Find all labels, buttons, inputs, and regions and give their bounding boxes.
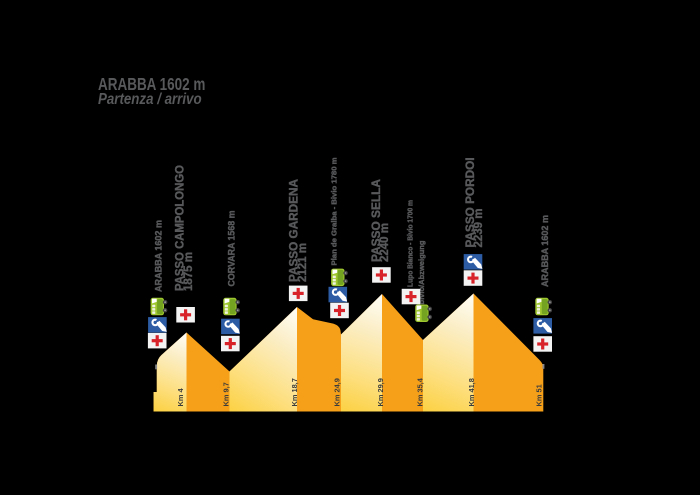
svg-text:1875 m: 1875 m	[183, 252, 195, 291]
svg-text:Plan de Gralba - Bivio 1780 m: Plan de Gralba - Bivio 1780 m	[332, 158, 339, 266]
svg-text:Km 18,7: Km 18,7	[290, 378, 299, 406]
svg-text:Km 41,8: Km 41,8	[467, 378, 476, 406]
svg-text:Km 29,9: Km 29,9	[376, 378, 385, 406]
svg-text:2121 m: 2121 m	[297, 243, 309, 282]
svg-text:Lupo Bianco - Bivio 1700 m: Lupo Bianco - Bivio 1700 m	[408, 200, 415, 287]
svg-text:Km 51: Km 51	[535, 384, 544, 406]
svg-text:Km 9,7: Km 9,7	[222, 382, 231, 406]
svg-text:PASSO CAMPOLONGO: PASSO CAMPOLONGO	[175, 165, 187, 291]
svg-text:ARABBA 1602 m: ARABBA 1602 m	[153, 220, 163, 292]
svg-text:ARABBA 1602 m: ARABBA 1602 m	[540, 215, 550, 287]
svg-text:2239 m: 2239 m	[473, 209, 485, 248]
svg-text:CORVARA 1568 m: CORVARA 1568 m	[227, 210, 237, 286]
svg-text:PASSO SELLA: PASSO SELLA	[371, 179, 383, 262]
svg-text:PASSO PORDOI: PASSO PORDOI	[465, 158, 477, 248]
svg-text:Km 24,9: Km 24,9	[333, 378, 342, 406]
svg-text:Km 35,4: Km 35,4	[416, 377, 425, 406]
svg-text:2240 m: 2240 m	[379, 223, 391, 262]
svg-text:bivio/Abzweigung: bivio/Abzweigung	[419, 241, 426, 305]
svg-text:Partenza / arrivo: Partenza / arrivo	[98, 91, 202, 108]
svg-text:ARABBA 1602 m: ARABBA 1602 m	[98, 75, 205, 94]
svg-text:PASSO GARDENA: PASSO GARDENA	[289, 179, 301, 282]
svg-text:Km 4: Km 4	[176, 388, 185, 407]
